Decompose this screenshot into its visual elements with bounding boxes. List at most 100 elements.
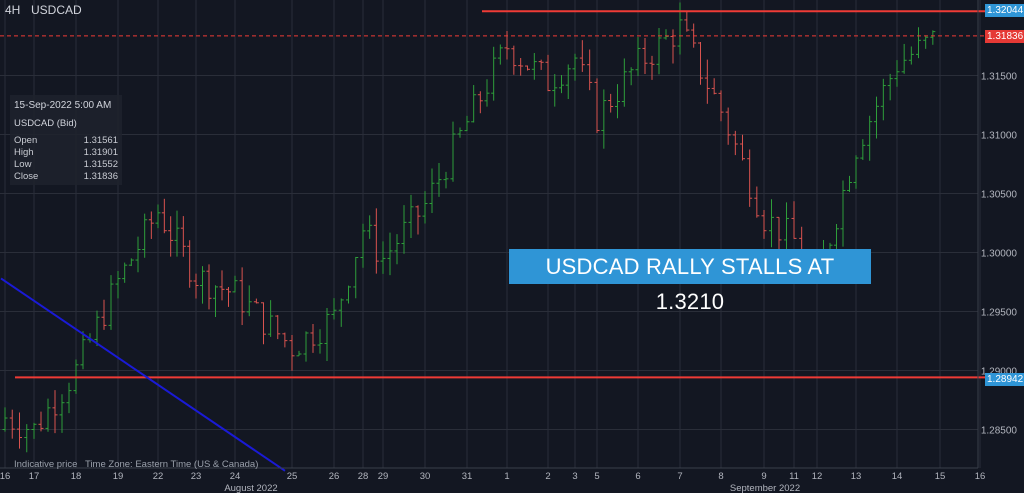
ohlc-bar xyxy=(353,256,359,299)
ohlc-bar xyxy=(531,53,537,80)
ohlc-bar xyxy=(497,44,503,65)
ohlc-bar xyxy=(360,223,366,268)
ohlc-bar xyxy=(635,36,641,77)
ohlc-bar xyxy=(289,335,295,371)
ohlc-bar xyxy=(711,78,717,95)
y-tick-label: 1.30500 xyxy=(981,190,1018,201)
y-tick-label: 1.31500 xyxy=(981,72,1018,83)
ohlc-bar xyxy=(840,180,846,247)
x-tick-label: 13 xyxy=(851,471,862,482)
ohlc-bar xyxy=(663,29,669,40)
ohlc-bar xyxy=(545,54,551,92)
x-tick-label: 31 xyxy=(462,471,473,482)
ohlc-bar xyxy=(525,65,530,71)
ohlc-bar xyxy=(108,275,114,330)
ohlc-bar xyxy=(747,149,753,207)
headline-banner: USDCAD RALLY STALLS AT 1.3210 xyxy=(509,249,871,314)
ohlc-bar xyxy=(317,329,323,354)
ohlc-label: Open xyxy=(14,135,38,146)
ohlc-row-low: Low 1.31552 xyxy=(14,159,118,171)
ohlc-bar xyxy=(187,240,193,288)
ohlc-bar xyxy=(52,390,58,434)
ohlc-bar xyxy=(559,75,564,94)
x-tick-label: 18 xyxy=(71,471,82,482)
resistance-price-tag: 1.32044 xyxy=(985,4,1024,17)
ohlc-bar xyxy=(791,201,797,239)
ohlc-bar xyxy=(471,85,477,123)
ohlc-bar xyxy=(367,215,373,239)
ohlc-bar xyxy=(275,315,281,340)
ohlc-bar xyxy=(450,121,456,182)
ohlc-bar xyxy=(128,258,134,267)
ohlc-date: 15-Sep-2022 5:00 AM xyxy=(14,100,112,111)
ohlc-bar xyxy=(565,64,571,99)
ohlc-bar xyxy=(887,73,893,101)
ohlc-bar xyxy=(916,27,921,59)
ohlc-label: High xyxy=(14,147,34,158)
ohlc-row-open: Open 1.31561 xyxy=(14,135,118,147)
ohlc-bar xyxy=(24,424,30,453)
ohlc-bar xyxy=(769,199,774,248)
ohlc-bar xyxy=(538,59,544,70)
ohlc-bar xyxy=(66,382,72,414)
ohlc-bar xyxy=(408,194,414,239)
x-tick-label: 23 xyxy=(191,471,202,482)
x-tick-label: 6 xyxy=(635,471,640,482)
ohlc-bar xyxy=(155,204,161,229)
ohlc-bar xyxy=(38,411,44,432)
symbol-label[interactable]: USDCAD xyxy=(31,3,82,17)
ohlc-bar xyxy=(704,59,710,104)
x-tick-label: 28 xyxy=(358,471,369,482)
x-tick-label: 25 xyxy=(287,471,298,482)
ohlc-value: 1.31901 xyxy=(83,147,118,158)
ohlc-bar xyxy=(608,93,614,113)
timeframe-label[interactable]: 4H xyxy=(5,3,21,17)
time-axis[interactable]: 16 17 18 19 22 23 24 25 26 28 29 30 31 1 2 3 5 6 7 8 9 11 12 13… xyxy=(0,467,985,493)
ohlc-bar xyxy=(200,266,205,304)
ohlc-bar xyxy=(2,407,8,432)
ohlc-bar xyxy=(484,79,490,107)
ohlc-bar xyxy=(232,275,238,293)
ohlc-bar xyxy=(45,398,51,432)
ohlc-bar xyxy=(579,40,585,72)
ohlc-bar xyxy=(429,168,435,213)
ohlc-bar xyxy=(860,139,866,160)
ohlc-bar xyxy=(213,285,218,317)
y-tick-label: 1.30000 xyxy=(981,249,1018,260)
ohlc-bar xyxy=(9,409,15,439)
ohlc-bar xyxy=(572,53,578,81)
x-tick-label: 9 xyxy=(761,471,766,482)
ohlc-bar xyxy=(180,216,186,257)
ohlc-bar xyxy=(628,67,634,86)
ohlc-bar xyxy=(670,29,676,64)
ohlc-info-box: 15-Sep-2022 5:00 AM USDCAD (Bid) Open 1.… xyxy=(10,95,122,185)
ohlc-bar xyxy=(491,46,497,101)
ohlc-bar xyxy=(324,308,330,362)
ohlc-bar xyxy=(394,234,400,265)
x-tick-label: 29 xyxy=(378,471,389,482)
x-tick-label: 5 xyxy=(594,471,599,482)
ohlc-bar xyxy=(847,175,852,193)
ohlc-bar xyxy=(148,211,154,239)
price-axis[interactable]: 1.28500 1.29000 1.29500 1.30000 1.30500 1.310… xyxy=(977,0,1018,468)
ohlc-bar xyxy=(168,216,174,257)
last-price-tag: 1.31836 xyxy=(985,30,1024,43)
ohlc-bar xyxy=(135,236,141,273)
ohlc-bar xyxy=(732,130,738,156)
ohlc-bar xyxy=(338,298,344,327)
ohlc-bar xyxy=(174,210,180,257)
ohlc-bar xyxy=(587,49,593,91)
ohlc-bar xyxy=(94,310,100,347)
ohlc-bar xyxy=(740,134,745,161)
ohlc-value: 1.31561 xyxy=(83,135,118,146)
ohlc-bar xyxy=(387,232,393,276)
ohlc-bar xyxy=(754,186,760,218)
x-tick-label: 26 xyxy=(329,471,340,482)
ohlc-bar xyxy=(725,107,731,145)
ohlc-bar xyxy=(518,58,524,76)
x-tick-label: 16 xyxy=(0,471,10,482)
ohlc-bar xyxy=(718,90,724,122)
ohlc-bar xyxy=(101,299,107,330)
ohlc-bar xyxy=(621,58,627,107)
